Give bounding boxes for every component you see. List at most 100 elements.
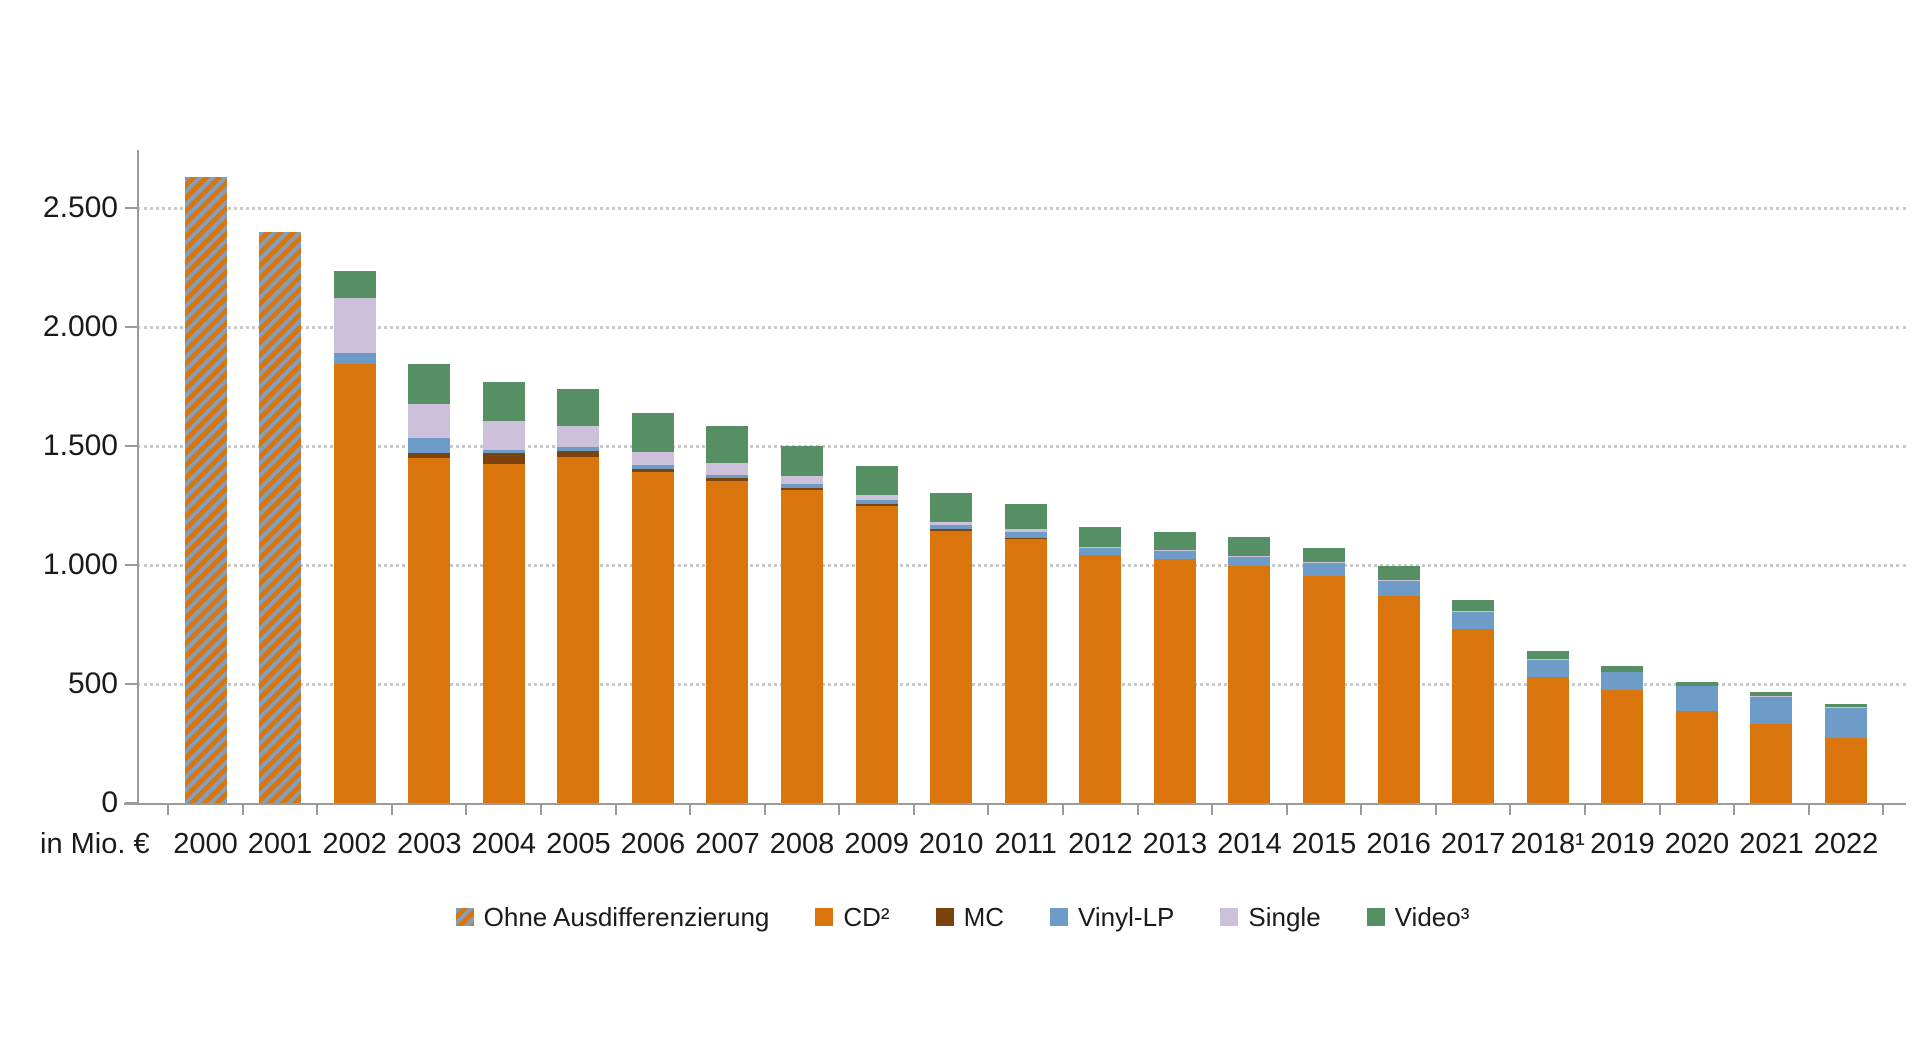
bar-segment-vinyllp [781, 484, 824, 488]
bar-2009 [855, 0, 898, 803]
x-tick-label-2020: 2020 [1664, 828, 1730, 860]
bar-segment-vinyllp [1377, 580, 1420, 596]
x-axis-tick [763, 805, 766, 815]
bar-segment-mc [1004, 537, 1047, 539]
y-tick-label: 500 [67, 667, 118, 700]
bar-2011 [1004, 0, 1047, 803]
bar-2012 [1079, 0, 1122, 803]
legend-swatch-icon [1220, 908, 1239, 926]
x-axis-tick [912, 805, 915, 815]
x-axis-tick [838, 805, 841, 815]
bar-segment-vinyllp [408, 438, 451, 453]
bar-segment-vinyllp [557, 447, 600, 451]
legend-swatch-icon [815, 908, 834, 926]
y-axis-tick [125, 207, 137, 209]
bar-segment-vinyllp [1228, 556, 1271, 567]
legend-item-vinyllp: Vinyl-LP [1050, 902, 1174, 932]
x-tick-label-2010: 2010 [918, 828, 984, 860]
bar-segment-mc [930, 528, 973, 531]
bar-2016 [1377, 0, 1420, 803]
bar-segment-vinyllp [1526, 659, 1569, 677]
y-axis-tick [125, 564, 137, 566]
bar-segment-cd [1825, 737, 1868, 803]
bar-2010 [930, 0, 973, 803]
y-axis-tick [125, 326, 137, 328]
bar-segment-video [1825, 704, 1868, 708]
x-tick-label-2022: 2022 [1813, 828, 1879, 860]
bar-segment-mc [557, 450, 600, 457]
bar-segment-ohneausdifferenzierung [259, 231, 302, 803]
y-tick-label: 2.500 [42, 191, 118, 224]
legend-label: Video³ [1394, 902, 1470, 932]
x-tick-label-2012: 2012 [1068, 828, 1133, 860]
bar-segment-cd [482, 463, 525, 803]
x-axis-tick [1658, 805, 1661, 815]
gridline-2500 [137, 206, 1906, 210]
legend-swatch-icon [1050, 908, 1069, 926]
x-tick-label-2006: 2006 [620, 828, 686, 860]
bar-segment-video [706, 425, 749, 463]
bar-segment-vinyllp [1303, 562, 1346, 576]
bar-segment-video [1452, 600, 1495, 611]
bar-segment-cd [1452, 629, 1495, 803]
x-axis-tick [1509, 805, 1512, 815]
bar-segment-single [333, 298, 376, 354]
bar-segment-single [1825, 707, 1868, 708]
bar-segment-video [557, 388, 600, 426]
bar-segment-mc [706, 478, 749, 481]
x-axis-tick [614, 805, 617, 815]
x-tick-label-2008: 2008 [769, 828, 835, 860]
bar-segment-video [482, 381, 525, 422]
x-tick-label-2019: 2019 [1590, 828, 1655, 860]
bar-segment-video [408, 363, 451, 404]
bar-segment-video [781, 446, 824, 476]
legend-item-video: Video³ [1366, 902, 1470, 932]
bar-segment-vinyllp [482, 449, 525, 453]
x-axis-tick [1733, 805, 1736, 815]
x-tick-label-2000: 2000 [173, 828, 238, 860]
y-tick-label: 0 [101, 786, 118, 819]
x-tick-label-2002: 2002 [322, 828, 387, 860]
bar-segment-cd [1228, 566, 1271, 803]
bar-segment-vinyllp [930, 525, 973, 529]
x-axis-tick [1360, 805, 1363, 815]
x-axis-tick [167, 805, 170, 815]
gridline-2000 [137, 325, 1906, 329]
legend-swatch-icon [1366, 908, 1385, 926]
bar-segment-video [1750, 692, 1793, 696]
bar-segment-single [482, 421, 525, 450]
y-axis-tick [125, 445, 137, 447]
gridline-1500 [137, 444, 1906, 448]
bar-segment-video [1377, 565, 1420, 580]
bar-segment-cd [706, 480, 749, 803]
bar-2020 [1675, 0, 1718, 803]
bar-segment-single [631, 451, 674, 466]
x-axis-tick [987, 805, 990, 815]
bar-2004 [482, 0, 525, 803]
bar-segment-cd [1601, 689, 1644, 803]
bar-segment-single [706, 462, 749, 475]
bar-segment-mc [482, 452, 525, 464]
x-axis-tick [241, 805, 244, 815]
bar-segment-video [333, 271, 376, 299]
bar-segment-single [557, 425, 600, 448]
bar-segment-vinyllp [855, 500, 898, 504]
bar-segment-cd [1526, 676, 1569, 803]
bar-2002 [333, 0, 376, 803]
x-axis-tick [465, 805, 468, 815]
x-tick-label-2005: 2005 [546, 828, 611, 860]
bar-segment-vinyllp [1601, 672, 1644, 690]
x-axis-tick [1285, 805, 1288, 815]
bar-segment-cd [1675, 711, 1718, 803]
bar-segment-vinyllp [1750, 696, 1793, 725]
x-tick-label-2018: 2018¹ [1510, 828, 1585, 860]
bar-segment-mc [631, 468, 674, 473]
legend-label: Ohne Ausdifferenzierung [483, 902, 770, 932]
bar-segment-cd [930, 530, 973, 803]
bar-segment-cd [1004, 538, 1047, 803]
x-axis-tick [540, 805, 543, 815]
bar-segment-cd [1303, 575, 1346, 803]
bar-segment-video [1675, 681, 1718, 687]
bar-2000 [184, 0, 227, 803]
legend-item-cd: CD² [815, 902, 890, 932]
